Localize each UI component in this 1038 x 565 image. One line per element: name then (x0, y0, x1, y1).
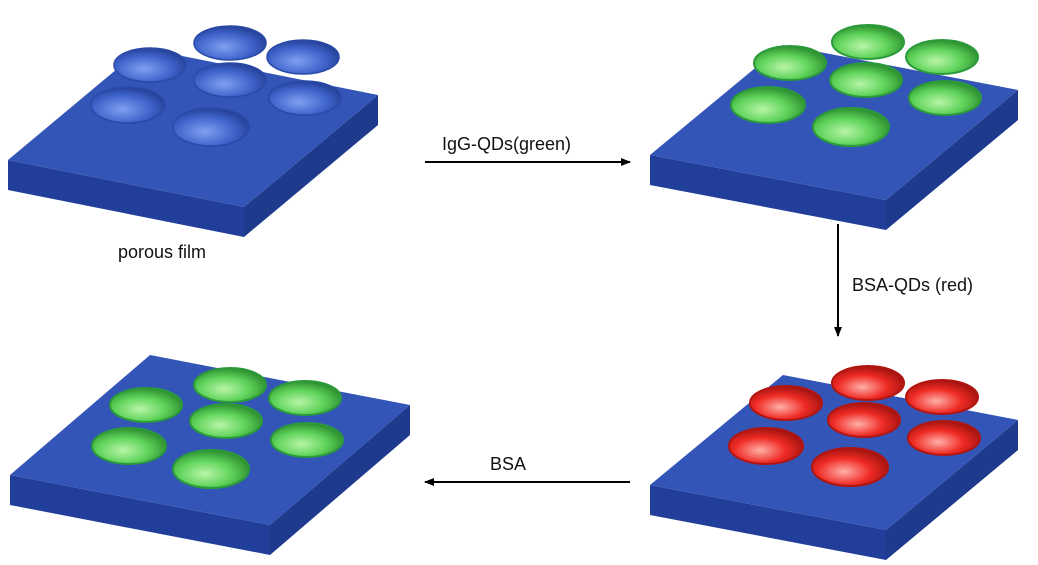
porous-film-green-final (10, 355, 410, 555)
porous-film-red (650, 365, 1018, 560)
pore (728, 427, 804, 465)
pore (91, 427, 167, 465)
porous-film-label: porous film (118, 242, 206, 262)
pore (749, 385, 823, 421)
pore (193, 367, 267, 403)
pore (270, 422, 344, 458)
arrow-bsa-label: BSA (490, 454, 526, 474)
pore (113, 47, 187, 83)
pore (266, 39, 340, 75)
pore (831, 365, 905, 401)
pore (193, 25, 267, 61)
pore (172, 449, 250, 489)
film-front (650, 485, 886, 560)
pores (91, 367, 344, 489)
pore (829, 62, 903, 98)
pore (907, 420, 981, 456)
arrow-bsa: BSA (424, 454, 630, 486)
pore (109, 387, 183, 423)
pore (90, 86, 166, 124)
arrow-bsa-qds-label: BSA-QDs (red) (852, 275, 973, 295)
pore (268, 380, 342, 416)
arrow-bsa-qds: BSA-QDs (red) (834, 224, 973, 337)
pore (908, 80, 982, 116)
film-front (8, 160, 244, 237)
pores (730, 24, 982, 147)
film-front (10, 475, 270, 555)
pore (268, 80, 342, 116)
pores (728, 365, 981, 487)
film-front (650, 155, 886, 230)
film-side (244, 95, 378, 237)
pore (827, 402, 901, 438)
pore (905, 39, 979, 75)
pore (730, 86, 806, 124)
pore (172, 107, 250, 147)
porous-film-empty (8, 25, 378, 237)
arrow-igg-qds: IgG-QDs(green) (425, 134, 631, 166)
pore (905, 379, 979, 415)
pore (753, 45, 827, 81)
porous-film-green (650, 24, 1018, 230)
pore (193, 62, 267, 98)
film-side (270, 405, 410, 555)
arrow-igg-qds-label: IgG-QDs(green) (442, 134, 571, 154)
pore (811, 447, 889, 487)
pores (90, 25, 342, 147)
film-side (886, 420, 1018, 560)
pore (812, 107, 890, 147)
film-side (886, 90, 1018, 230)
pore (831, 24, 905, 60)
pore (189, 403, 263, 439)
